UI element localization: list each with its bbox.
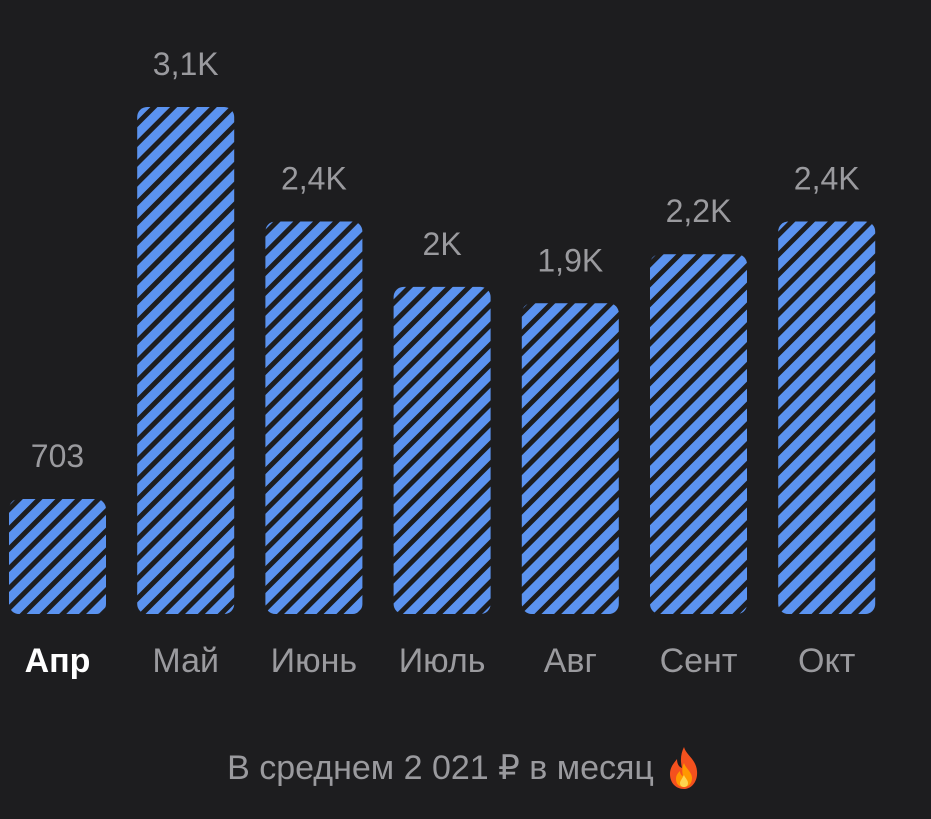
- bar-7[interactable]: [778, 221, 876, 614]
- average-summary: В среднем 2 021 ₽ в месяц: [0, 738, 931, 798]
- bars-group: [9, 107, 876, 614]
- value-labels-group: 703 3,1K 2,4K 2K 1,9K 2,2K 2,4K: [31, 46, 860, 474]
- bar-6[interactable]: [650, 254, 747, 614]
- value-label-7: 2,4K: [794, 160, 860, 196]
- category-label-2[interactable]: Май: [152, 642, 219, 680]
- category-label-6[interactable]: Сент: [660, 642, 738, 680]
- value-label-4: 2K: [423, 226, 462, 262]
- category-labels-group: Апр Май Июнь Июль Авг Сент Окт: [25, 642, 856, 680]
- bar-5[interactable]: [521, 303, 619, 614]
- bar-3[interactable]: [265, 221, 363, 614]
- bar-2[interactable]: [137, 107, 235, 614]
- bar-4[interactable]: [393, 286, 491, 614]
- category-label-7[interactable]: Окт: [798, 642, 855, 680]
- value-label-6: 2,2K: [666, 193, 732, 229]
- bar-1[interactable]: [9, 499, 106, 614]
- flame-icon: [669, 747, 698, 789]
- category-label-3[interactable]: Июнь: [271, 642, 357, 680]
- value-label-2: 3,1K: [153, 46, 219, 82]
- category-label-1[interactable]: Апр: [25, 642, 91, 680]
- value-label-3: 2,4K: [281, 160, 347, 196]
- category-label-4[interactable]: Июль: [399, 642, 486, 680]
- value-label-1: 703: [31, 438, 84, 474]
- value-label-5: 1,9K: [537, 242, 603, 278]
- bar-chart: 703 3,1K 2,4K 2K 1,9K 2,2K 2,4K Апр Май Июнь Июль…: [9, 46, 876, 680]
- average-summary-text: В среднем 2 021 ₽ в месяц: [227, 749, 654, 787]
- category-label-5[interactable]: Авг: [544, 642, 597, 680]
